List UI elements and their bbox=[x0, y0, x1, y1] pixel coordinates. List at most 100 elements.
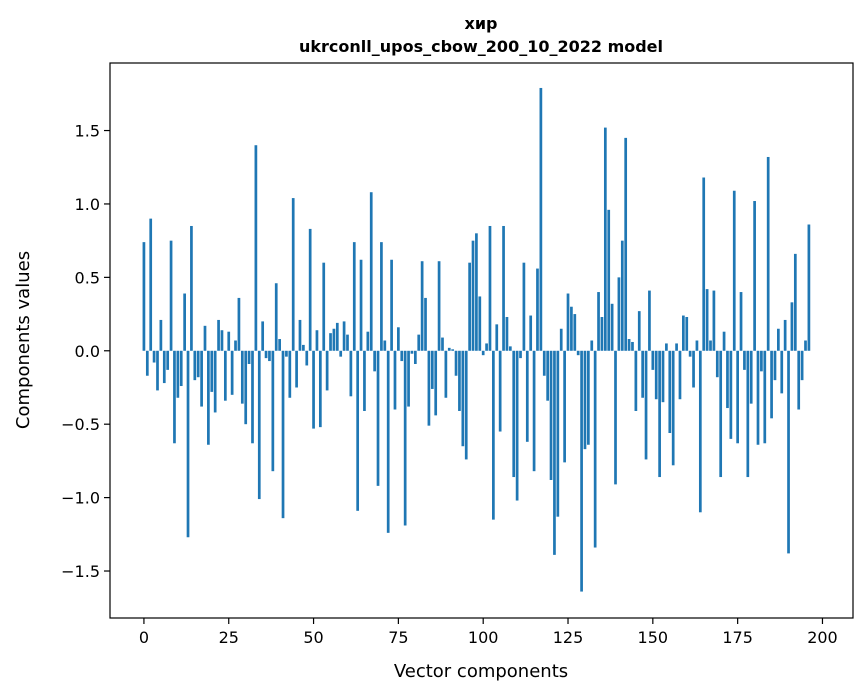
bar-41 bbox=[281, 350, 285, 519]
bar-194 bbox=[800, 350, 804, 381]
bar-153 bbox=[661, 350, 665, 403]
bar-124 bbox=[563, 350, 566, 463]
bar-181 bbox=[756, 350, 760, 445]
bar-13 bbox=[186, 350, 190, 538]
x-tick-label: 100 bbox=[468, 628, 499, 647]
bar-180 bbox=[753, 201, 756, 351]
bar-172 bbox=[726, 350, 729, 409]
bar-116 bbox=[536, 268, 539, 351]
bar-122 bbox=[556, 350, 560, 517]
bar-29 bbox=[240, 350, 244, 404]
y-tick-label: 1.0 bbox=[75, 195, 100, 214]
bar-190 bbox=[787, 350, 790, 554]
y-tick-label: 1.5 bbox=[75, 122, 100, 141]
y-tick-label: 0.0 bbox=[75, 342, 100, 361]
y-axis: −1.5 −1.0 −0.5 0.0 0.5 1.0 1.5 bbox=[61, 122, 110, 581]
bar-119 bbox=[546, 350, 550, 401]
bar-88 bbox=[441, 337, 444, 351]
bar-60 bbox=[346, 334, 349, 351]
bar-34 bbox=[257, 350, 261, 500]
chart-title: хир bbox=[465, 14, 498, 33]
bar-75 bbox=[397, 327, 400, 351]
bar-1 bbox=[145, 350, 149, 376]
bar-175 bbox=[736, 350, 739, 444]
bar-168 bbox=[712, 290, 716, 351]
bar-20 bbox=[210, 350, 214, 392]
bar-130 bbox=[583, 350, 587, 450]
x-tick-label: 50 bbox=[303, 628, 323, 647]
x-tick-label: 150 bbox=[638, 628, 669, 647]
bar-162 bbox=[692, 350, 695, 388]
bar-85 bbox=[430, 350, 434, 389]
bar-40 bbox=[278, 339, 281, 351]
bar-192 bbox=[793, 253, 797, 351]
y-tick-label: −1.5 bbox=[61, 562, 100, 581]
bar-12 bbox=[183, 293, 186, 351]
bar-97 bbox=[471, 240, 475, 351]
bar-68 bbox=[373, 350, 376, 372]
bar-51 bbox=[315, 330, 319, 351]
bar-114 bbox=[529, 315, 533, 351]
bar-79 bbox=[410, 350, 414, 354]
bar-149 bbox=[648, 290, 651, 351]
bar-128 bbox=[576, 350, 580, 356]
bar-123 bbox=[559, 328, 563, 351]
bar-125 bbox=[566, 293, 570, 351]
bar-18 bbox=[203, 325, 207, 351]
bar-87 bbox=[437, 261, 441, 351]
bar-73 bbox=[390, 259, 393, 351]
bar-102 bbox=[488, 225, 492, 351]
bar-109 bbox=[512, 350, 516, 478]
bar-155 bbox=[668, 350, 672, 433]
bar-193 bbox=[797, 350, 801, 410]
bar-174 bbox=[732, 190, 736, 351]
bar-127 bbox=[573, 314, 577, 351]
bar-16 bbox=[196, 350, 200, 378]
bar-100 bbox=[481, 350, 485, 356]
bar-91 bbox=[451, 349, 455, 351]
x-tick-label: 0 bbox=[139, 628, 149, 647]
bar-189 bbox=[783, 319, 787, 351]
bar-121 bbox=[553, 350, 556, 555]
bar-96 bbox=[468, 262, 471, 351]
bar-191 bbox=[790, 302, 794, 351]
bar-92 bbox=[454, 350, 458, 376]
bar-195 bbox=[804, 340, 807, 351]
bar-67 bbox=[369, 192, 373, 351]
bar-77 bbox=[403, 350, 407, 526]
bar-64 bbox=[359, 259, 363, 351]
bar-145 bbox=[634, 350, 638, 411]
bar-31 bbox=[247, 350, 251, 364]
bar-167 bbox=[709, 340, 712, 351]
bar-44 bbox=[291, 198, 295, 351]
bar-159 bbox=[682, 315, 685, 351]
bar-19 bbox=[207, 350, 210, 445]
bar-115 bbox=[532, 350, 536, 472]
bar-56 bbox=[332, 328, 336, 351]
y-tick-label: −0.5 bbox=[61, 415, 100, 434]
bar-103 bbox=[492, 350, 495, 520]
bar-139 bbox=[614, 350, 617, 485]
bar-6 bbox=[162, 350, 166, 384]
bar-42 bbox=[285, 350, 288, 357]
bar-74 bbox=[393, 350, 397, 410]
bar-146 bbox=[637, 311, 641, 351]
bar-132 bbox=[590, 340, 594, 351]
bar-33 bbox=[254, 145, 258, 351]
x-tick-label: 75 bbox=[388, 628, 408, 647]
bar-69 bbox=[376, 350, 380, 486]
bar-7 bbox=[166, 350, 170, 370]
bar-0 bbox=[142, 242, 146, 351]
bar-55 bbox=[329, 333, 332, 351]
bar-141 bbox=[620, 240, 624, 351]
bar-23 bbox=[220, 330, 224, 351]
bar-184 bbox=[766, 156, 770, 351]
bar-170 bbox=[719, 350, 723, 478]
bar-183 bbox=[763, 350, 767, 444]
bar-163 bbox=[695, 340, 699, 351]
bar-164 bbox=[698, 350, 702, 513]
bar-32 bbox=[251, 350, 254, 444]
bar-78 bbox=[407, 350, 410, 407]
bar-185 bbox=[770, 350, 773, 419]
